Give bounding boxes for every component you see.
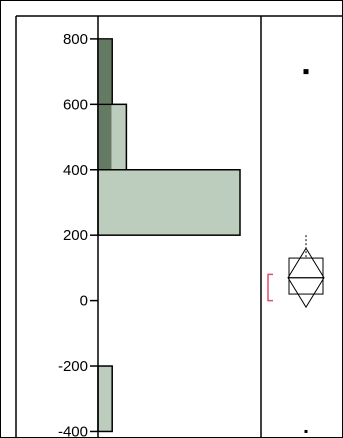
histogram-bar-highlight bbox=[98, 105, 112, 170]
y-axis: 800 600 400 200 0 -200 -400 bbox=[58, 31, 98, 438]
box-plot bbox=[267, 69, 325, 433]
histogram-bars bbox=[97, 38, 241, 433]
y-tick-label: -200 bbox=[58, 358, 88, 375]
histogram-bar bbox=[97, 169, 241, 236]
shortest-half-bracket bbox=[267, 273, 273, 302]
y-tick-label: 400 bbox=[63, 162, 88, 179]
y-tick-label: 600 bbox=[63, 96, 88, 113]
histogram-bar bbox=[97, 365, 113, 433]
y-tick-label: 200 bbox=[63, 227, 88, 244]
histogram-bar-highlight bbox=[98, 39, 112, 104]
y-tick-label: 0 bbox=[80, 293, 88, 310]
outlier-point bbox=[303, 69, 309, 75]
box-quartiles bbox=[288, 257, 324, 295]
mean-diamond bbox=[287, 247, 325, 309]
y-tick-label: -400 bbox=[58, 423, 88, 438]
y-tick-label: 800 bbox=[63, 31, 88, 48]
outlier-point bbox=[304, 429, 308, 433]
